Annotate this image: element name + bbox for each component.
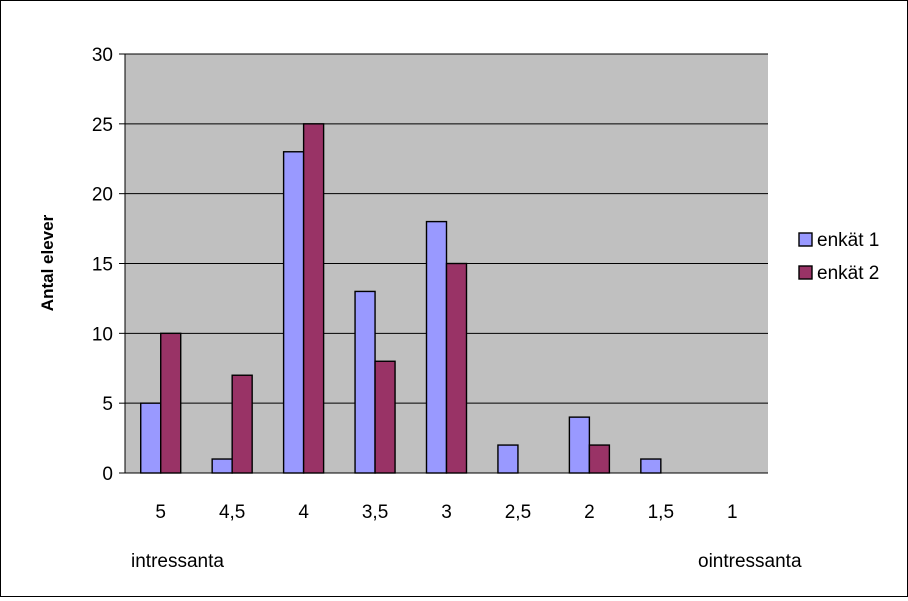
x-tick-label: 3,5 (362, 502, 388, 523)
y-axis-title: Antal elever (38, 214, 57, 311)
bar-enkät-1-5 (140, 402, 162, 474)
x-tick-label: 1 (727, 502, 738, 523)
x-tick-label: 1,5 (648, 502, 674, 523)
bar-enkät-1-4 (282, 151, 305, 474)
legend-swatch (798, 265, 813, 280)
annotation-intressanta: intressanta (131, 551, 224, 572)
legend: enkät 1 enkät 2 (798, 230, 879, 284)
legend-label: enkät 2 (817, 263, 879, 284)
annotation-ointressanta: ointressanta (698, 551, 802, 572)
bar-enkät-2-3 (445, 262, 468, 474)
x-tick-label: 5 (155, 502, 166, 523)
bar-enkät-1-4,5 (211, 458, 233, 474)
bar-enkät-2-2 (588, 444, 611, 474)
x-tick-label: 4 (298, 502, 309, 523)
legend-label: enkät 1 (817, 230, 879, 251)
bar-enkät-1-3 (425, 220, 448, 474)
y-tick-label: 30 (92, 45, 113, 66)
y-tick-label: 5 (102, 394, 113, 415)
y-tick-label: 25 (92, 115, 113, 136)
bar-enkät-1-3,5 (354, 290, 376, 474)
bar-enkät-1-2,5 (497, 444, 519, 474)
bar-enkät-2-4 (302, 123, 325, 474)
x-tick-label: 2,5 (505, 502, 531, 523)
x-tick-label: 3 (441, 502, 452, 523)
y-tick-label: 0 (102, 464, 113, 485)
x-tick-label: 2 (584, 502, 595, 523)
bar-enkät-2-3,5 (374, 360, 396, 474)
bar-enkät-1-2 (568, 416, 591, 474)
y-tick-label: 10 (92, 324, 113, 345)
legend-swatch (798, 232, 813, 247)
y-tick-label: 20 (92, 185, 113, 206)
bar-enkät-2-5 (160, 332, 182, 474)
bar-enkät-2-4,5 (231, 374, 253, 474)
x-tick-label: 4,5 (219, 502, 245, 523)
bar-enkät-1-1,5 (640, 458, 662, 474)
y-tick-label: 15 (92, 255, 113, 276)
